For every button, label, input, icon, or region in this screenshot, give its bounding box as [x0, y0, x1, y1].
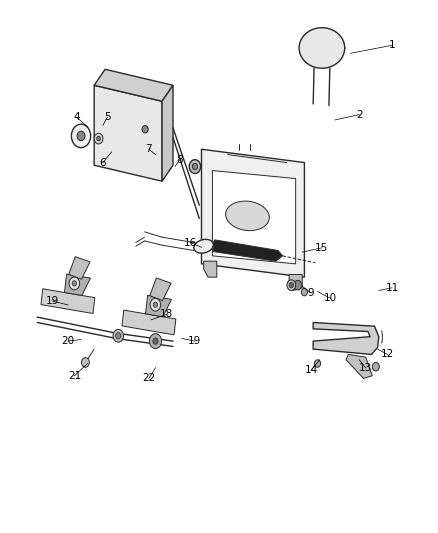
Circle shape [113, 329, 124, 342]
Circle shape [150, 298, 161, 311]
Text: 18: 18 [160, 310, 173, 319]
Text: 6: 6 [99, 158, 106, 167]
Circle shape [116, 333, 121, 339]
Circle shape [71, 124, 91, 148]
Circle shape [94, 133, 103, 144]
Text: 13: 13 [359, 363, 372, 373]
Polygon shape [64, 274, 91, 295]
Circle shape [372, 362, 379, 371]
Polygon shape [41, 289, 95, 313]
Circle shape [314, 360, 321, 367]
Circle shape [192, 163, 198, 169]
Text: 20: 20 [61, 336, 74, 346]
Polygon shape [346, 354, 372, 378]
Polygon shape [69, 257, 90, 279]
Circle shape [189, 160, 201, 174]
Text: 11: 11 [385, 283, 399, 293]
Circle shape [294, 280, 302, 290]
Circle shape [97, 136, 100, 141]
Polygon shape [94, 85, 162, 181]
Polygon shape [150, 278, 171, 301]
Circle shape [301, 288, 307, 296]
Polygon shape [212, 171, 296, 264]
Text: 10: 10 [324, 294, 337, 303]
Polygon shape [213, 240, 283, 261]
Text: 2: 2 [356, 110, 363, 119]
Circle shape [142, 126, 148, 133]
Text: 15: 15 [315, 243, 328, 253]
Text: 16: 16 [184, 238, 197, 247]
Polygon shape [204, 261, 217, 277]
Circle shape [289, 282, 293, 288]
Text: 7: 7 [145, 144, 152, 154]
Circle shape [81, 358, 89, 367]
Ellipse shape [194, 239, 213, 253]
Polygon shape [162, 85, 173, 181]
Polygon shape [122, 310, 176, 335]
Text: 5: 5 [104, 112, 111, 122]
Circle shape [72, 281, 77, 286]
Circle shape [153, 302, 158, 308]
Circle shape [77, 131, 85, 141]
Polygon shape [145, 295, 172, 317]
Polygon shape [94, 69, 173, 101]
Text: 1: 1 [389, 41, 396, 50]
Polygon shape [289, 274, 302, 290]
Circle shape [149, 334, 162, 349]
Ellipse shape [226, 201, 269, 231]
Polygon shape [313, 322, 379, 354]
Polygon shape [299, 28, 345, 68]
Circle shape [153, 338, 158, 344]
Circle shape [287, 280, 296, 290]
Text: 4: 4 [73, 112, 80, 122]
Polygon shape [201, 149, 304, 277]
Text: 19: 19 [46, 296, 59, 306]
Text: 9: 9 [307, 288, 314, 298]
Text: 14: 14 [304, 366, 318, 375]
Circle shape [69, 277, 80, 290]
Text: 21: 21 [68, 371, 81, 381]
Text: 19: 19 [188, 336, 201, 346]
Text: 12: 12 [381, 350, 394, 359]
Text: 8: 8 [176, 155, 183, 165]
Text: 22: 22 [142, 374, 155, 383]
